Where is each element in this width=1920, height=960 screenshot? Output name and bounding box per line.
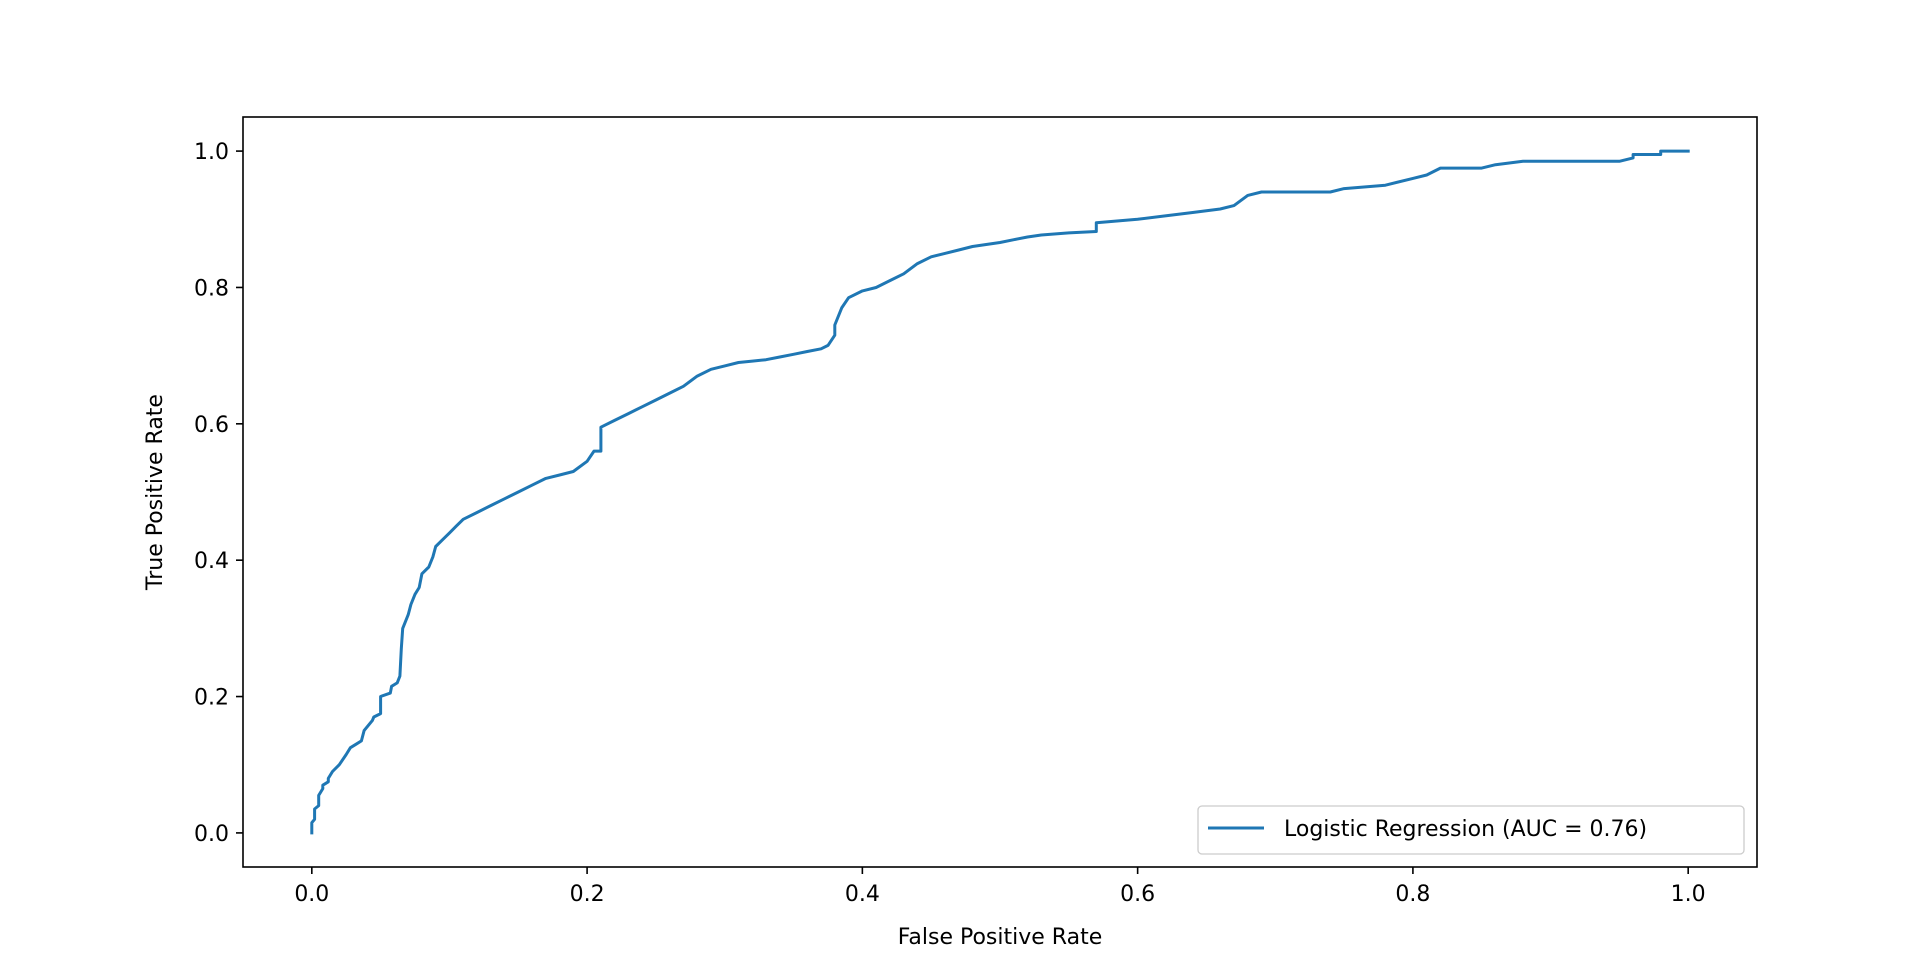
legend-label: Logistic Regression (AUC = 0.76): [1284, 817, 1647, 842]
x-tick-label: 0.4: [845, 882, 880, 907]
x-tick-label: 0.6: [1120, 882, 1155, 907]
legend-box: [1197, 805, 1745, 855]
x-tick-label: 1.0: [1671, 882, 1706, 907]
x-axis-label: False Positive Rate: [898, 925, 1102, 950]
axes: 0.0 0.2 0.4 0.6 0.8 1.0 0.0 0.2 0.4 0.6 0.8 1.0: [194, 116, 1758, 907]
y-tick-label: 0.8: [194, 276, 229, 301]
x-tick-label: 0.8: [1395, 882, 1430, 907]
axes-frame: [242, 116, 1758, 868]
y-tick-label: 0.6: [194, 413, 229, 438]
legend: Logistic Regression (AUC = 0.76): [1197, 805, 1745, 855]
y-tick-label: 0.2: [194, 686, 229, 711]
x-tick-label: 0.0: [294, 882, 329, 907]
roc-curve-line-0: [310, 149, 1690, 835]
plot-area: [310, 149, 1690, 835]
x-tick-label: 0.2: [570, 882, 605, 907]
y-axis-label: True Positive Rate: [143, 394, 168, 591]
y-tick-label: 0.4: [194, 549, 229, 574]
y-tick-label: 0.0: [194, 822, 229, 847]
y-tick-label: 1.0: [194, 140, 229, 165]
